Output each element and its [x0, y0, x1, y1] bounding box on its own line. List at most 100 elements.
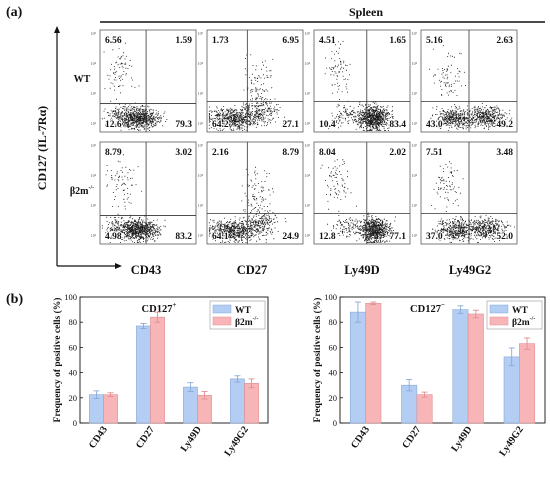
y-tick-label: 60	[329, 342, 338, 352]
quadrant-lr-value: 27.1	[282, 120, 299, 130]
flow-plot-frame	[313, 29, 411, 133]
quadrant-ur-value: 8.79	[282, 148, 299, 158]
y-tick-label: 40	[69, 368, 78, 378]
flow-plot-0-0: 10⁵ 10⁴ 10³ 10² 6.56 1.59 12.6 79.3	[91, 29, 197, 133]
decade-tick: 10³	[198, 91, 204, 96]
y-tick-label: 0	[73, 418, 77, 428]
x-tick-label-cd43: CD43	[349, 424, 372, 450]
bar-wt-ly49g2	[230, 378, 245, 424]
quadrant-ul-value: 5.16	[426, 36, 443, 46]
flow-plot-events	[429, 161, 515, 243]
bar-b2m-cd27	[416, 394, 433, 424]
decade-tick: 10²	[305, 233, 311, 238]
decade-tick: 10³	[305, 91, 311, 96]
bar-b2m-ly49g2	[244, 383, 259, 424]
flow-plot-0-2: 10⁵ 10⁴ 10³ 10² 4.51 1.65 10.4 83.4	[305, 29, 411, 133]
quadrant-ul-value: 8.79	[105, 148, 122, 158]
quadrant-ul-value: 4.51	[319, 36, 336, 46]
panel-a-y-arrow	[54, 26, 60, 33]
y-axis-label: Frequency of positive cells (%)	[312, 298, 323, 423]
quadrant-ll-value: 12.8	[319, 232, 336, 242]
marker-label-cd27: CD27	[237, 263, 268, 277]
bar-wt-ly49d	[183, 386, 198, 424]
y-tick-label: 0	[333, 418, 337, 428]
quadrant-ll-value: 64.1	[212, 232, 229, 242]
y-tick-label: 100	[324, 292, 337, 302]
y-tick-label: 80	[69, 317, 78, 327]
decade-tick: 10⁴	[198, 61, 204, 66]
quadrant-ur-value: 2.63	[496, 36, 513, 46]
y-tick-label: 60	[69, 342, 78, 352]
flow-plot-1-0: 10⁵ 10⁴ 10³ 10² 8.79 3.02 4.98 83.2	[91, 141, 197, 245]
quadrant-lr-value: 77.1	[389, 232, 406, 242]
legend-swatch-0	[212, 304, 232, 314]
bar-b2m-cd43	[365, 302, 382, 424]
quadrant-ll-value: 64.2	[212, 120, 229, 130]
bar-b2m-ly49d	[467, 313, 484, 424]
decade-tick: 10⁴	[198, 173, 204, 178]
decade-tick: 10³	[198, 203, 204, 208]
quadrant-ul-value: 2.16	[212, 148, 229, 158]
decade-tick: 10⁵	[91, 143, 97, 148]
decade-tick: 10⁵	[412, 143, 418, 148]
y-axis-label-cd127: CD127 (IL-7Rα)	[35, 106, 49, 190]
bar-wt-cd43	[349, 311, 366, 424]
decade-tick: 10²	[198, 233, 204, 238]
legend-swatch-0	[489, 304, 509, 314]
y-tick-label: 80	[329, 317, 338, 327]
quadrant-lr-value: 83.2	[175, 232, 192, 242]
flow-plot-events	[101, 42, 168, 131]
decade-tick: 10⁵	[412, 31, 418, 36]
x-tick-label-cd27: CD27	[400, 424, 423, 450]
x-tick-label-ly49g2: Ly49G2	[497, 424, 525, 458]
bar-wt-ly49d	[452, 309, 469, 424]
decade-tick: 10³	[91, 203, 97, 208]
quadrant-ur-value: 2.02	[389, 148, 406, 158]
decade-tick: 10⁴	[412, 173, 418, 178]
decade-tick: 10⁵	[198, 31, 204, 36]
decade-tick: 10⁴	[91, 173, 97, 178]
decade-tick: 10⁴	[305, 61, 311, 66]
x-tick-label-cd43: CD43	[87, 424, 110, 450]
decade-tick: 10⁴	[305, 173, 311, 178]
marker-label-ly49d: Ly49D	[344, 263, 379, 277]
legend-label-0: WT	[512, 306, 529, 316]
decade-tick: 10²	[91, 121, 97, 126]
quadrant-ll-value: 37.0	[426, 232, 443, 242]
decade-tick: 10⁵	[198, 143, 204, 148]
flow-plot-1-1: 10⁵ 10⁴ 10³ 10² 2.16 8.79 64.1 24.9	[198, 141, 304, 245]
bar-wt-ly49g2	[503, 356, 520, 424]
quadrant-ur-value: 1.59	[175, 36, 192, 46]
flow-plot-1-2: 10⁵ 10⁴ 10³ 10² 8.04 2.02 12.8 77.1	[305, 141, 411, 245]
bar-wt-cd43	[89, 394, 104, 424]
bar-b2m-cd43	[103, 394, 118, 424]
spleen-title: Spleen	[349, 5, 383, 19]
x-tick-label-ly49d: Ly49D	[449, 424, 474, 454]
flow-plot-0-1: 10⁵ 10⁴ 10³ 10² 1.73 6.95 64.2 27.1	[198, 29, 304, 133]
legend-label-1: β2m-/-	[235, 316, 258, 328]
plot-frame	[339, 296, 546, 424]
flow-plot-events	[324, 41, 394, 131]
decade-tick: 10²	[412, 233, 418, 238]
decade-tick: 10³	[412, 203, 418, 208]
decade-tick: 10⁴	[91, 61, 97, 66]
flow-plot-1-3: 10⁵ 10⁴ 10³ 10² 7.51 3.48 37.0 52.0	[412, 141, 518, 245]
quadrant-ur-value: 3.02	[175, 148, 192, 158]
y-tick-label: 40	[329, 368, 338, 378]
decade-tick: 10⁵	[305, 143, 311, 148]
quadrant-lr-value: 83.4	[389, 120, 406, 130]
quadrant-ul-value: 8.04	[319, 148, 336, 158]
x-tick-label-cd27: CD27	[134, 424, 157, 450]
flow-plot-events	[101, 154, 166, 243]
quadrant-lr-value: 49.2	[496, 120, 513, 130]
quadrant-ul-value: 6.56	[105, 36, 122, 46]
quadrant-ll-value: 12.6	[105, 120, 122, 130]
y-tick-label: 100	[64, 292, 77, 302]
decade-tick: 10⁴	[412, 61, 418, 66]
decade-tick: 10²	[91, 233, 97, 238]
decade-tick: 10²	[305, 121, 311, 126]
decade-tick: 10⁵	[91, 31, 97, 36]
decade-tick: 10²	[412, 121, 418, 126]
